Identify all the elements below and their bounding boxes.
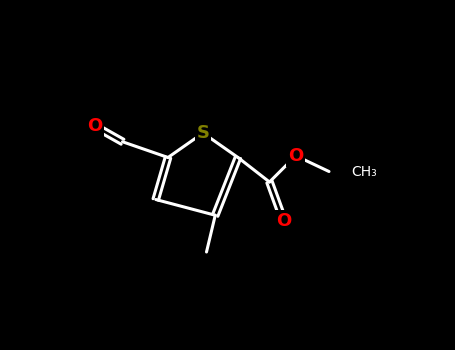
Text: O: O (87, 117, 102, 135)
Text: S: S (197, 124, 209, 142)
Text: CH₃: CH₃ (352, 164, 378, 178)
Text: O: O (276, 211, 291, 230)
Text: O: O (288, 147, 303, 165)
